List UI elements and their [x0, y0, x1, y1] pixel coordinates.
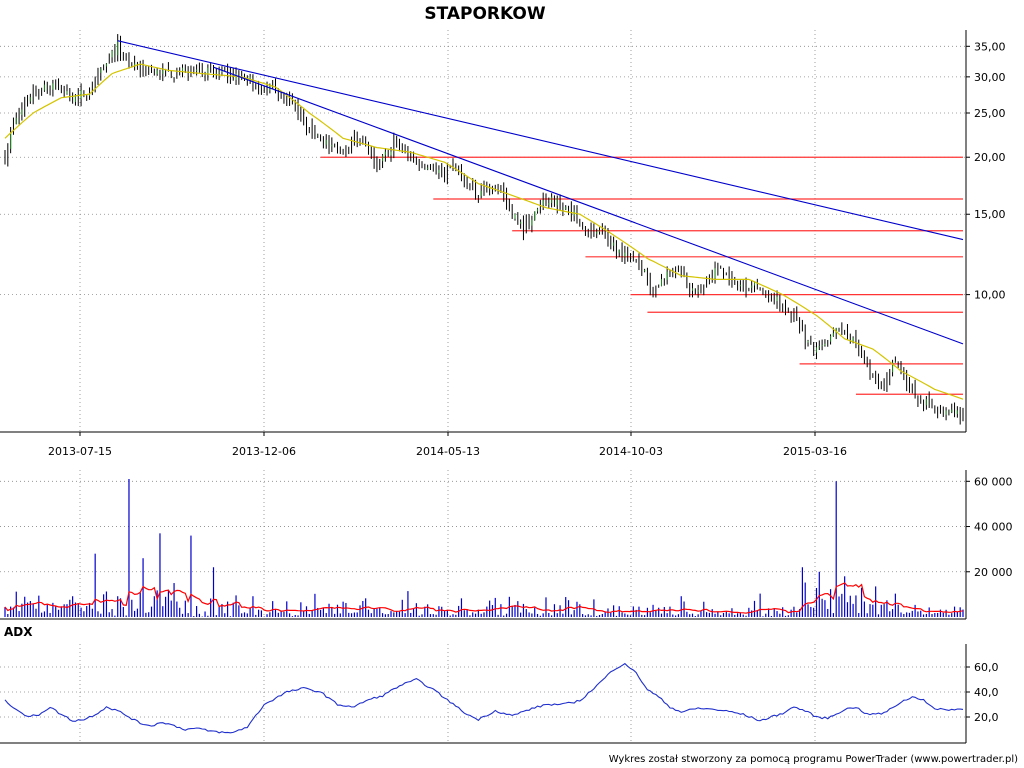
x-tick-label: 2015-03-16	[783, 445, 847, 458]
adx-tick-label: 20,0	[974, 711, 999, 724]
volume-tick-label: 60 000	[974, 475, 1013, 488]
x-tick-label: 2014-05-13	[416, 445, 480, 458]
price-tick-label: 35,00	[974, 40, 1006, 53]
adx-axis: 60,0 40,0 20,0	[966, 661, 999, 724]
adx-label: ADX	[4, 625, 33, 639]
price-tick-label: 25,00	[974, 107, 1006, 120]
adx-line	[4, 662, 964, 734]
price-tick-label: 10,00	[974, 289, 1006, 302]
price-axis: 35,00 30,00 25,00 20,00 15,00 10,00	[966, 40, 1006, 302]
volume-bars	[4, 479, 964, 617]
volume-axis: 60 000 40 000 20 000	[966, 475, 1013, 579]
x-tick-label: 2013-07-15	[48, 445, 112, 458]
x-tick-label: 2014-10-03	[599, 445, 663, 458]
adx-tick-label: 40,0	[974, 686, 999, 699]
price-candles	[4, 34, 964, 425]
chart-title: STAPORKOW	[424, 4, 546, 24]
trend-lines	[117, 40, 964, 345]
volume-tick-label: 40 000	[974, 521, 1013, 534]
trend-line	[213, 66, 964, 345]
footer-credit: Wykres został stworzony za pomocą progra…	[609, 754, 1018, 765]
moving-average-line	[4, 63, 964, 400]
trend-line	[117, 40, 964, 241]
grid	[0, 30, 966, 742]
volume-average-line	[4, 582, 964, 614]
price-tick-label: 20,00	[974, 151, 1006, 164]
price-tick-label: 30,00	[974, 71, 1006, 84]
volume-tick-label: 20 000	[974, 566, 1013, 579]
price-tick-label: 15,00	[974, 208, 1006, 221]
x-tick-label: 2013-12-06	[232, 445, 296, 458]
x-axis: 2013-07-15 2013-12-06 2014-05-13 2014-10-03…	[48, 432, 847, 458]
adx-tick-label: 60,0	[974, 661, 999, 674]
